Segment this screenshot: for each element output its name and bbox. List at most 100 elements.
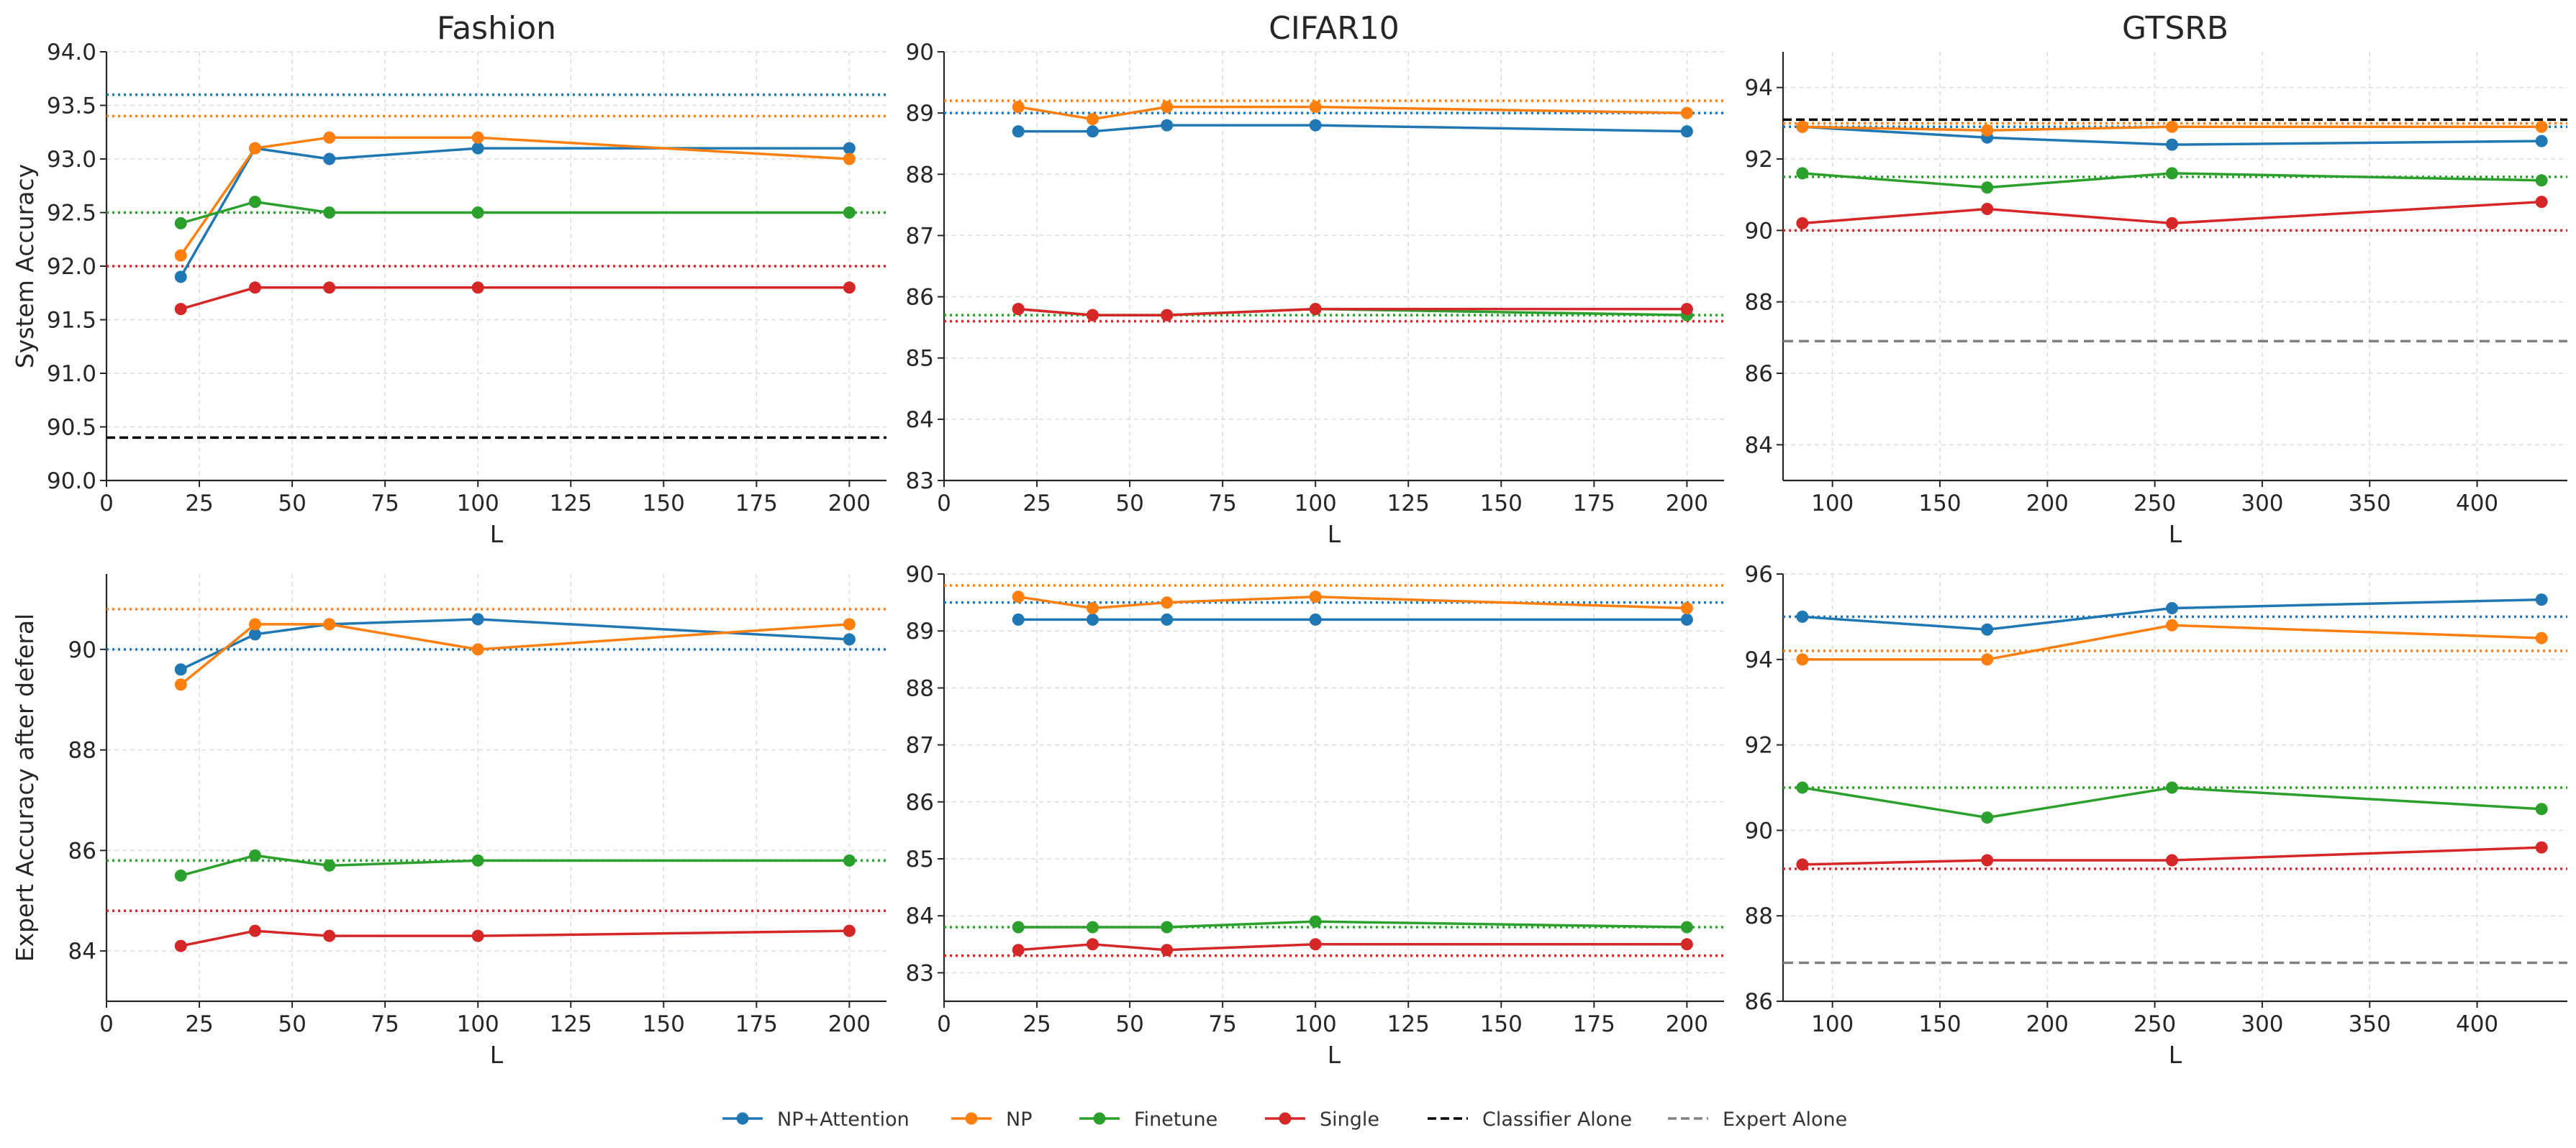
data-point-np <box>1309 101 1322 114</box>
y-tick-label: 87 <box>906 733 934 759</box>
series-line-np <box>1802 125 2542 132</box>
y-tick-label: 90.0 <box>47 468 96 494</box>
data-point-np <box>1161 596 1174 609</box>
y-tick-label: 96 <box>1745 562 1773 588</box>
series-line-single <box>1802 846 2542 866</box>
data-point-np <box>843 152 856 165</box>
data-point-finetune <box>323 206 336 219</box>
data-point-np-attention <box>471 613 484 626</box>
data-point-np <box>1086 602 1099 615</box>
x-tick-label: 0 <box>937 1011 951 1037</box>
x-tick-label: 200 <box>828 491 871 516</box>
data-point-np <box>2166 120 2179 133</box>
subplot-3: 84 86 88 90 0 25 50 75 100 125 150 175 200 L Expert Ac… <box>11 574 886 1069</box>
data-point-np <box>1086 113 1099 126</box>
data-point-finetune <box>1680 921 1693 934</box>
x-tick-label: 150 <box>1918 491 1961 516</box>
data-point-single <box>1309 303 1322 316</box>
data-point-np-attention <box>1012 125 1025 138</box>
data-point-np-attention <box>1086 125 1099 138</box>
legend-label-classifier-alone: Classifier Alone <box>1482 1108 1632 1131</box>
y-tick-label: 88 <box>906 675 934 701</box>
x-axis-label: L <box>1328 1041 1341 1069</box>
data-point-single <box>323 929 336 942</box>
data-point-np-attention <box>1981 623 1994 636</box>
data-point-single <box>1086 938 1099 951</box>
data-point-finetune <box>843 206 856 219</box>
x-tick-label: 150 <box>1480 491 1523 516</box>
x-tick-label: 150 <box>1480 1011 1523 1037</box>
subplot-4: 83 84 85 86 87 88 89 90 0 25 50 75 100 125 150 175 200 L <box>906 562 1724 1069</box>
subplot-2: 84 86 88 90 92 94 100 150 200 250 300 350 400 GTSRB L <box>1745 10 2567 548</box>
y-tick-label: 86 <box>68 838 96 864</box>
x-tick-label: 200 <box>828 1011 871 1037</box>
data-point-single <box>2535 196 2548 209</box>
data-point-np-attention <box>471 142 484 155</box>
data-point-single <box>1981 854 1994 867</box>
y-tick-label: 93.0 <box>47 147 96 173</box>
data-point-np-attention <box>843 142 856 155</box>
data-point-single <box>843 281 856 294</box>
y-tick-label: 91.0 <box>47 361 96 387</box>
y-tick-label: 90 <box>1745 218 1773 244</box>
data-point-finetune <box>2166 781 2179 794</box>
data-point-finetune <box>1086 921 1099 934</box>
data-point-np <box>1012 591 1025 603</box>
data-point-np-attention <box>2166 138 2179 151</box>
data-point-np-attention <box>1161 613 1174 626</box>
x-tick-label: 0 <box>99 1011 114 1037</box>
data-point-single <box>1161 944 1174 957</box>
x-tick-label: 400 <box>2456 1011 2498 1037</box>
subplot-1: 83 84 85 86 87 88 89 90 0 25 50 75 100 125 150 175 200 CI… <box>906 10 1724 548</box>
x-tick-label: 100 <box>1811 491 1854 516</box>
data-point-np-attention <box>1680 613 1693 626</box>
x-tick-label: 200 <box>2026 491 2069 516</box>
data-point-np <box>1796 120 1809 133</box>
y-tick-label: 86 <box>1745 361 1773 387</box>
data-point-np <box>2535 120 2548 133</box>
series-line-np <box>179 136 850 257</box>
data-point-np-attention <box>323 152 336 165</box>
x-tick-label: 150 <box>643 491 685 516</box>
series-line-finetune <box>1018 920 1687 929</box>
data-point-finetune <box>471 854 484 867</box>
data-point-np-attention <box>174 270 187 283</box>
data-point-np <box>174 249 187 262</box>
y-axis-label: System Accuracy <box>11 164 39 368</box>
x-tick-label: 100 <box>1811 1011 1854 1037</box>
x-tick-label: 250 <box>2133 1011 2176 1037</box>
x-tick-label: 350 <box>2349 1011 2391 1037</box>
data-point-single <box>248 924 261 937</box>
data-point-finetune <box>2166 167 2179 180</box>
data-point-single <box>1086 309 1099 322</box>
x-tick-label: 125 <box>550 1011 592 1037</box>
y-tick-label: 86 <box>906 285 934 311</box>
x-tick-label: 100 <box>1294 1011 1337 1037</box>
data-point-single <box>174 939 187 952</box>
y-tick-label: 88 <box>906 162 934 188</box>
x-tick-label: 150 <box>1918 1011 1961 1037</box>
y-tick-label: 85 <box>906 847 934 873</box>
legend-label-finetune: Finetune <box>1134 1108 1217 1131</box>
data-point-np-attention <box>1309 119 1322 132</box>
data-point-np <box>2166 619 2179 632</box>
data-point-single <box>1680 303 1693 316</box>
data-point-single <box>323 281 336 294</box>
x-tick-label: 200 <box>1666 491 1708 516</box>
legend-marker-finetune <box>1093 1112 1106 1125</box>
data-point-np-attention <box>2166 602 2179 615</box>
x-tick-label: 175 <box>735 491 778 516</box>
series-line-np-attention <box>1018 124 1687 133</box>
data-point-single <box>2166 217 2179 229</box>
x-tick-label: 300 <box>2241 491 2283 516</box>
data-point-np <box>1680 106 1693 119</box>
x-axis-label: L <box>2169 1041 2182 1069</box>
data-point-single <box>1012 944 1025 957</box>
y-tick-label: 90 <box>68 637 96 663</box>
data-point-single <box>1309 938 1322 951</box>
x-tick-label: 100 <box>457 1011 499 1037</box>
data-point-np-attention <box>1012 613 1025 626</box>
data-point-finetune <box>471 206 484 219</box>
x-tick-label: 100 <box>457 491 499 516</box>
data-point-np <box>471 131 484 144</box>
